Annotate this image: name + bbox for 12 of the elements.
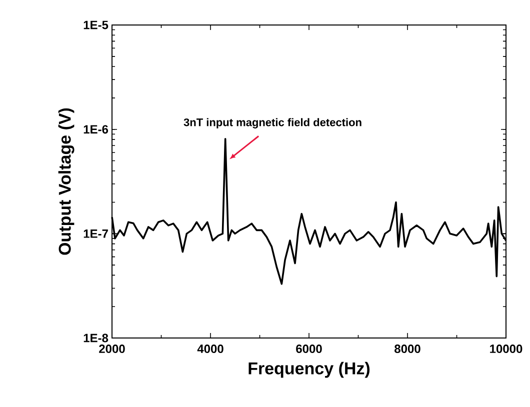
- y-tick-label: 1E-5: [84, 20, 108, 30]
- x-tick-label: 8000: [394, 344, 420, 354]
- annotation: 3nT input magnetic field detection: [184, 118, 362, 128]
- x-tick-label: 4000: [197, 344, 224, 354]
- y-tick-label: 1E-8: [84, 334, 108, 342]
- y-tick-label: 1E-7: [84, 230, 108, 238]
- y-tick-label: 1E-6: [84, 125, 108, 134]
- x-tick-label: 10000: [490, 344, 522, 354]
- x-tick-label: 6000: [296, 344, 322, 354]
- x-axis-title: Frequency (Hz): [248, 362, 370, 378]
- x-tick-label: 2000: [99, 344, 125, 354]
- y-axis-title: Output Voltage (V): [58, 108, 74, 255]
